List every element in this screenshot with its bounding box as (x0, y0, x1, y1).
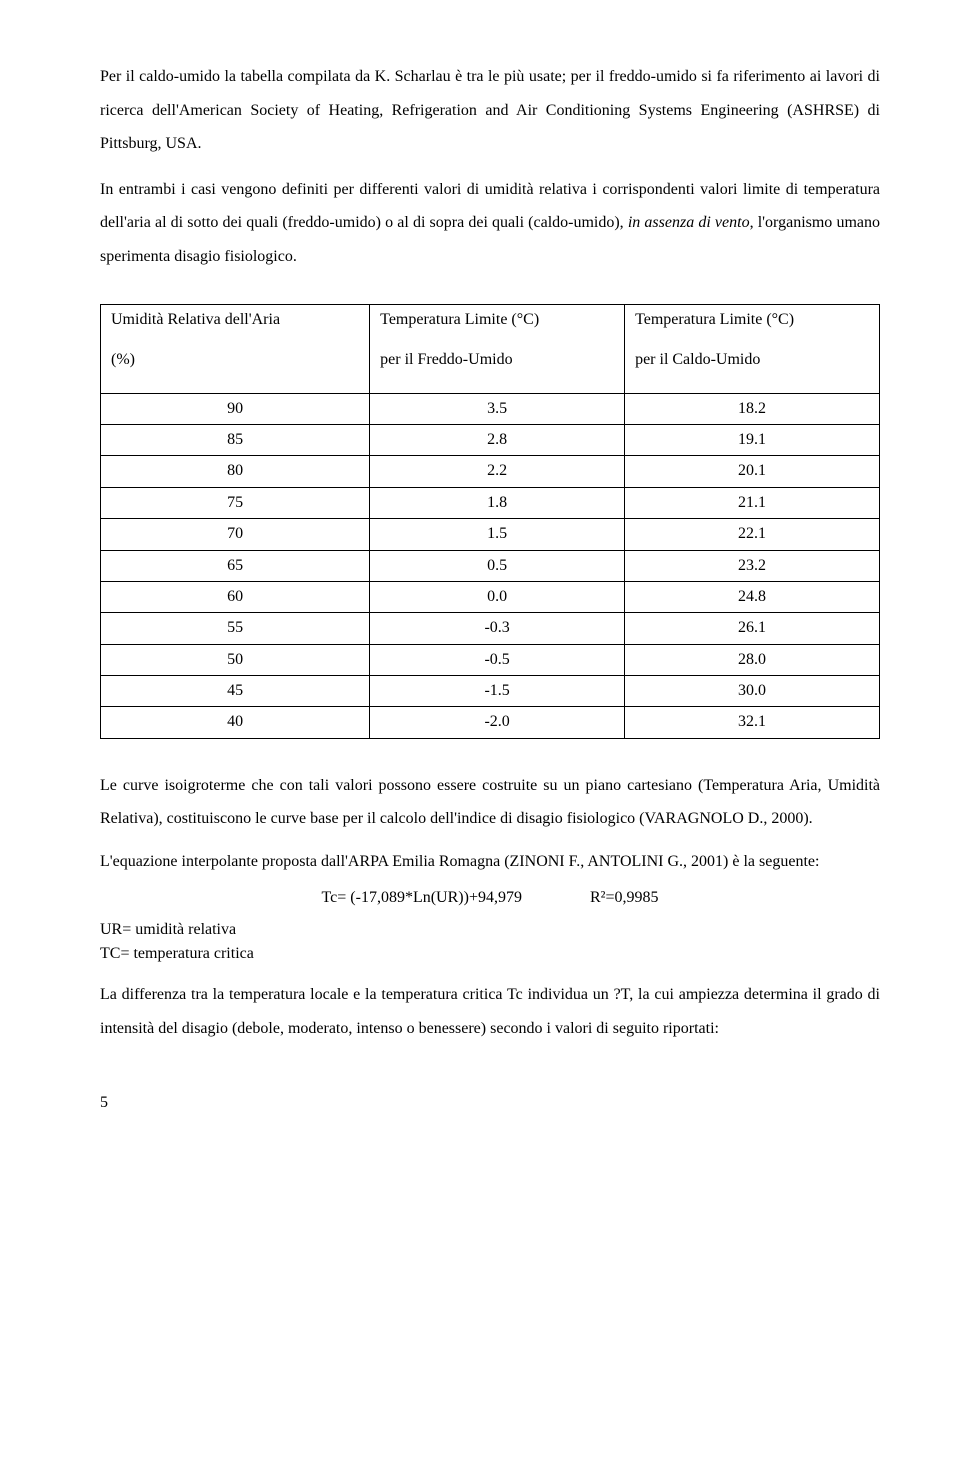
col-header-cold: Temperatura Limite (°C) per il Freddo-Um… (370, 304, 625, 393)
table-row: 852.819.1 (101, 424, 880, 455)
paragraph-4: L'equazione interpolante proposta dall'A… (100, 848, 880, 877)
humidity-table: Umidità Relativa dell'Aria (%) Temperatu… (100, 304, 880, 739)
col2-line2: per il Freddo-Umido (380, 349, 614, 371)
formula-right: R²=0,9985 (590, 889, 659, 906)
paragraph-2: In entrambi i casi vengono definiti per … (100, 173, 880, 274)
table-row: 802.220.1 (101, 456, 880, 487)
col-header-humidity: Umidità Relativa dell'Aria (%) (101, 304, 370, 393)
col3-line2: per il Caldo-Umido (635, 349, 869, 371)
table-row: 650.523.2 (101, 550, 880, 581)
def-tc: TC= temperatura critica (100, 942, 880, 966)
table-row: 55-0.326.1 (101, 613, 880, 644)
def-ur: UR= umidità relativa (100, 918, 880, 942)
table-row: 45-1.530.0 (101, 676, 880, 707)
table-row: 40-2.032.1 (101, 707, 880, 738)
table-row: 701.522.1 (101, 519, 880, 550)
col-header-hot: Temperatura Limite (°C) per il Caldo-Umi… (625, 304, 880, 393)
col3-line1: Temperatura Limite (°C) (635, 309, 869, 331)
page-number: 5 (100, 1086, 880, 1120)
col1-line1: Umidità Relativa dell'Aria (111, 309, 359, 331)
table-body: 903.518.2 852.819.1 802.220.1 751.821.1 … (101, 393, 880, 738)
paragraph-3: Le curve isoigroterme che con tali valor… (100, 769, 880, 836)
para2-italic: in assenza di vento (628, 214, 750, 231)
col2-line1: Temperatura Limite (°C) (380, 309, 614, 331)
table-row: 600.024.8 (101, 581, 880, 612)
formula-left: Tc= (-17,089*Ln(UR))+94,979 (322, 889, 522, 906)
table-row: 751.821.1 (101, 487, 880, 518)
formula: Tc= (-17,089*Ln(UR))+94,979 R²=0,9985 (100, 885, 880, 911)
definitions: UR= umidità relativa TC= temperatura cri… (100, 918, 880, 966)
col1-line2: (%) (111, 349, 359, 371)
paragraph-1: Per il caldo-umido la tabella compilata … (100, 60, 880, 161)
table-row: 50-0.528.0 (101, 644, 880, 675)
table-row: 903.518.2 (101, 393, 880, 424)
paragraph-5: La differenza tra la temperatura locale … (100, 978, 880, 1045)
